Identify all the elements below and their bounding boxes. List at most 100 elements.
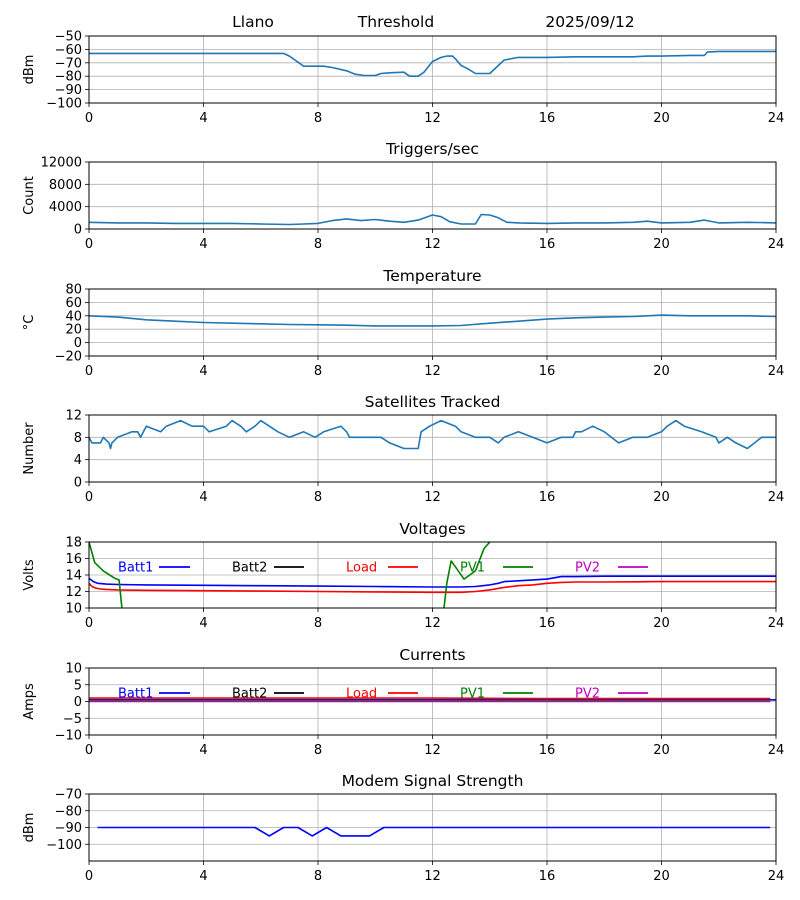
y-tick-label: 4 <box>74 453 82 468</box>
header-row: Llano Threshold 2025/09/12 <box>232 13 635 31</box>
y-tick-label: 4000 <box>49 200 82 215</box>
panel-currents: 0 4 8 12 16 20 24 −10 −5 0 510 Currents Amps Batt1 Bat… <box>22 646 784 758</box>
y-tick-label: 8000 <box>49 178 82 193</box>
header-station: Llano <box>232 13 274 31</box>
y-tick-label: 12 <box>65 585 82 600</box>
x-tick-label: 8 <box>314 490 322 505</box>
x-tick-label: 12 <box>424 616 441 631</box>
y-tick-label: 8 <box>74 431 82 446</box>
x-tick-label: 0 <box>85 111 93 126</box>
y-tick-label: 10 <box>65 602 82 617</box>
y-tick-label: 80 <box>65 283 82 298</box>
x-tick-label: 24 <box>768 869 785 884</box>
y-tick-label: 40 <box>65 309 82 324</box>
x-tick-label: 0 <box>85 869 93 884</box>
y-tick-label: −10 <box>55 729 82 744</box>
panel-title: Temperature <box>382 267 481 285</box>
grid <box>88 35 777 104</box>
x-tick-label: 24 <box>768 616 785 631</box>
y-tick-label: 0 <box>74 223 82 238</box>
x-tick-label: 24 <box>768 743 785 758</box>
y-tick-label: 60 <box>65 296 82 311</box>
y-tick-label: 20 <box>65 323 82 338</box>
panel-title: Modem Signal Strength <box>342 772 524 790</box>
y-tick-label: −100 <box>46 838 82 853</box>
y-tick-label: −5 <box>63 712 82 727</box>
x-tick-label: 20 <box>653 364 670 379</box>
x-tick-label: 4 <box>199 869 207 884</box>
y-axis-label: Amps <box>22 683 37 720</box>
x-tick-label: 8 <box>314 364 322 379</box>
x-tick-label: 4 <box>199 616 207 631</box>
x-tick-label: 0 <box>85 490 93 505</box>
legend-label-pv2: PV2 <box>575 687 600 702</box>
series-line <box>89 419 776 450</box>
x-tick-label: 4 <box>199 743 207 758</box>
panel-title: Satellites Tracked <box>365 393 501 411</box>
y-tick-label: 14 <box>65 569 82 584</box>
x-tick-label: 4 <box>199 364 207 379</box>
legend-label-batt1: Batt1 <box>118 561 153 576</box>
series-line-pv1 <box>89 542 491 608</box>
series-line-load <box>89 580 776 594</box>
legend-label-batt2: Batt2 <box>232 687 267 702</box>
y-tick-label: 18 <box>65 536 82 551</box>
x-tick-label: 0 <box>85 616 93 631</box>
x-tick-label: 8 <box>314 869 322 884</box>
x-tick-label: 24 <box>768 237 785 252</box>
legend-label-pv1: PV1 <box>460 687 485 702</box>
x-tick-label: 12 <box>424 743 441 758</box>
y-tick-label: −80 <box>55 804 82 819</box>
x-tick-label: 12 <box>424 111 441 126</box>
y-tick-label: 16 <box>65 552 82 567</box>
y-tick-label: 10 <box>65 662 82 677</box>
y-tick-label: 0 <box>74 695 82 710</box>
x-tick-label: 8 <box>314 237 322 252</box>
series-line <box>89 314 776 327</box>
y-tick-label: 0 <box>74 336 82 351</box>
x-tick-label: 12 <box>424 869 441 884</box>
x-tick-label: 20 <box>653 111 670 126</box>
y-tick-label: −80 <box>55 70 82 85</box>
x-tick-label: 20 <box>653 237 670 252</box>
panel-title: Voltages <box>399 520 465 538</box>
x-tick-label: 24 <box>768 111 785 126</box>
x-tick-label: 8 <box>314 743 322 758</box>
x-tick-label: 20 <box>653 490 670 505</box>
series-line-batt1 <box>89 575 776 588</box>
legend-label-pv2: PV2 <box>575 561 600 576</box>
y-axis-label: dBm <box>22 55 37 85</box>
y-tick-label: 12000 <box>41 156 82 171</box>
series-line <box>89 50 776 77</box>
x-tick-label: 20 <box>653 869 670 884</box>
x-tick-label: 12 <box>424 237 441 252</box>
y-axis-label: Count <box>22 176 37 215</box>
x-tick-label: 16 <box>539 111 556 126</box>
x-tick-label: 4 <box>199 490 207 505</box>
panel-modem: 0 4 8 12 16 20 24 −100 −90 −80−70 Modem Signal Str… <box>22 772 784 884</box>
panel-title: Currents <box>399 646 465 664</box>
x-tick-label: 8 <box>314 111 322 126</box>
legend-label-load: Load <box>346 561 377 576</box>
y-tick-label: −70 <box>55 56 82 71</box>
grid <box>88 541 777 609</box>
y-tick-label: −60 <box>55 43 82 58</box>
x-tick-label: 20 <box>653 743 670 758</box>
legend-label-batt1: Batt1 <box>118 687 153 702</box>
x-tick-label: 16 <box>539 237 556 252</box>
legend-label-pv1: PV1 <box>460 561 485 576</box>
panel-title: Triggers/sec <box>385 140 479 158</box>
x-tick-label: 8 <box>314 616 322 631</box>
panel-triggers: 0 4 8 12 16 20 24 0 4000 8000 12000 Triggers/sec Cou… <box>22 140 784 252</box>
x-tick-label: 20 <box>653 616 670 631</box>
x-tick-label: 16 <box>539 743 556 758</box>
x-tick-label: 12 <box>424 364 441 379</box>
x-tick-label: 0 <box>85 743 93 758</box>
legend-label-batt2: Batt2 <box>232 561 267 576</box>
y-axis-label: Number <box>22 422 37 475</box>
x-tick-label: 16 <box>539 869 556 884</box>
